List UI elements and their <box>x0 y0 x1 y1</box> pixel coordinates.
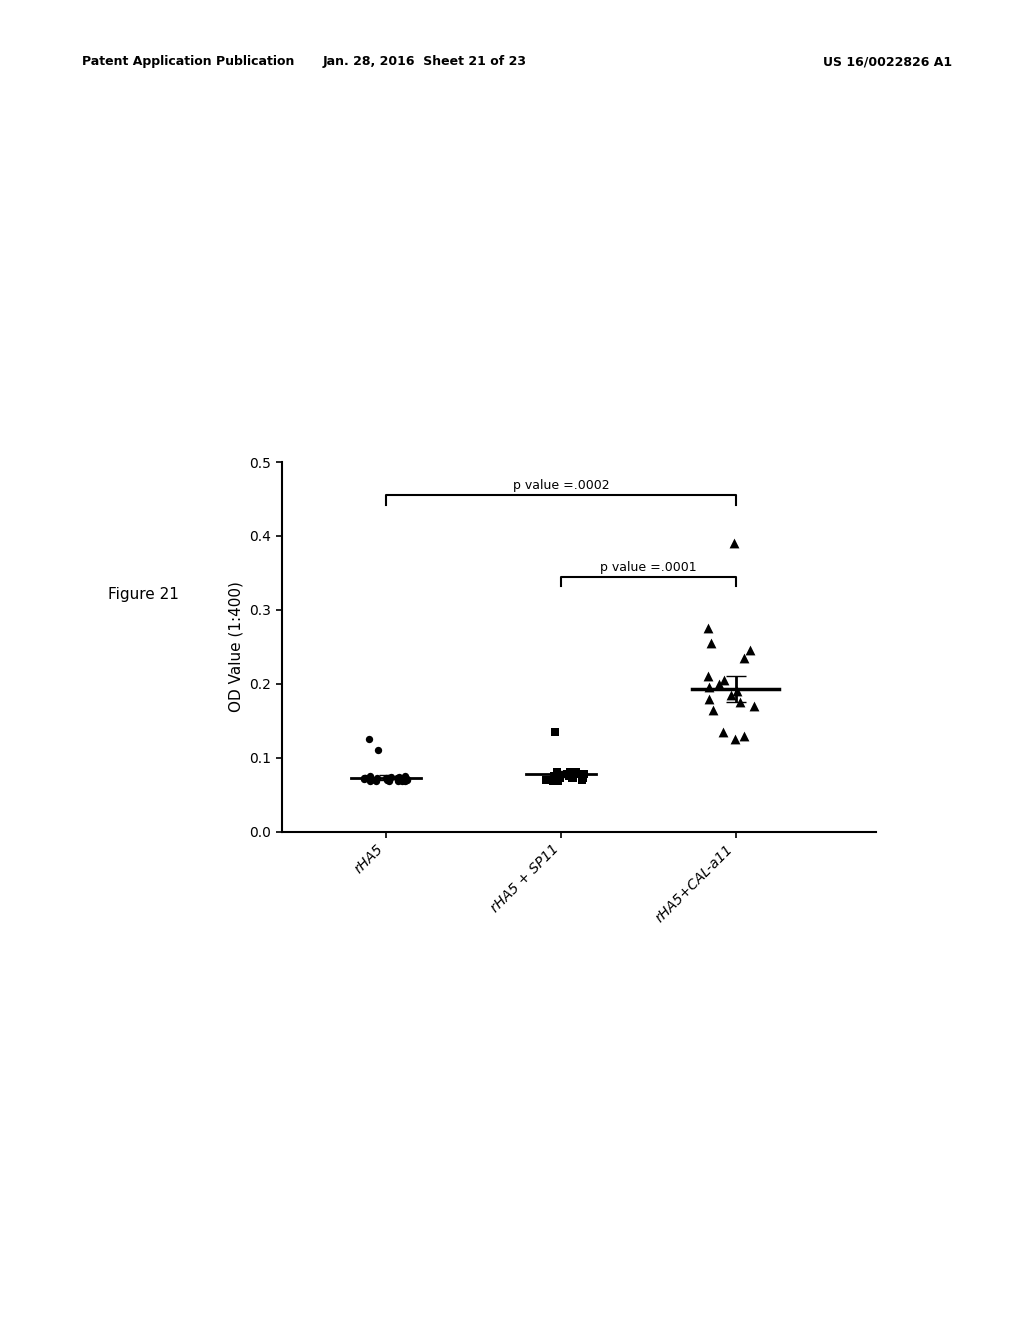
Text: Patent Application Publication: Patent Application Publication <box>82 55 294 69</box>
Point <box>573 768 590 789</box>
Point <box>362 768 379 789</box>
Point <box>711 673 727 694</box>
Point <box>567 763 584 784</box>
Text: p value =.0002: p value =.0002 <box>513 479 609 492</box>
Point <box>701 677 718 698</box>
Point <box>729 681 745 702</box>
Point <box>390 770 407 791</box>
Point <box>368 771 384 792</box>
Point <box>550 771 566 792</box>
Point <box>360 729 377 750</box>
Point <box>716 669 732 690</box>
Point <box>390 767 407 788</box>
Point <box>574 767 591 788</box>
Point <box>549 767 565 788</box>
Point <box>357 767 374 788</box>
Point <box>539 770 555 791</box>
Point <box>544 770 560 791</box>
Point <box>562 762 579 783</box>
Text: p value =.0001: p value =.0001 <box>600 561 696 574</box>
Point <box>565 768 582 789</box>
Point <box>399 770 416 791</box>
Point <box>741 640 758 661</box>
Point <box>549 771 565 792</box>
Point <box>370 739 386 760</box>
Point <box>547 721 563 742</box>
Point <box>732 692 749 713</box>
Point <box>736 725 753 746</box>
Point <box>378 768 394 789</box>
Point <box>398 768 415 789</box>
Y-axis label: OD Value (1:400): OD Value (1:400) <box>228 581 244 713</box>
Point <box>361 771 378 792</box>
Point <box>545 771 561 792</box>
Point <box>549 762 565 783</box>
Point <box>727 729 743 750</box>
Point <box>394 770 411 791</box>
Text: Jan. 28, 2016  Sheet 21 of 23: Jan. 28, 2016 Sheet 21 of 23 <box>323 55 527 69</box>
Point <box>356 767 373 788</box>
Point <box>383 767 399 788</box>
Point <box>575 763 592 784</box>
Point <box>705 700 721 721</box>
Point <box>381 771 397 792</box>
Point <box>700 618 717 639</box>
Point <box>563 768 580 789</box>
Point <box>699 665 716 686</box>
Point <box>573 770 590 791</box>
Point <box>397 770 414 791</box>
Point <box>356 768 373 789</box>
Point <box>700 688 717 709</box>
Point <box>551 766 567 787</box>
Text: US 16/0022826 A1: US 16/0022826 A1 <box>823 55 952 69</box>
Point <box>380 767 396 788</box>
Point <box>551 766 567 787</box>
Point <box>369 768 385 789</box>
Point <box>745 696 762 717</box>
Point <box>702 632 719 653</box>
Text: Figure 21: Figure 21 <box>108 587 178 602</box>
Point <box>396 766 413 787</box>
Point <box>389 768 406 789</box>
Point <box>715 721 731 742</box>
Point <box>735 647 752 668</box>
Point <box>546 766 562 787</box>
Point <box>561 766 578 787</box>
Point <box>355 767 372 788</box>
Point <box>567 762 584 783</box>
Point <box>552 767 568 788</box>
Point <box>723 684 739 705</box>
Point <box>379 770 395 791</box>
Point <box>361 766 378 787</box>
Point <box>726 533 742 554</box>
Point <box>558 763 574 784</box>
Point <box>362 770 379 791</box>
